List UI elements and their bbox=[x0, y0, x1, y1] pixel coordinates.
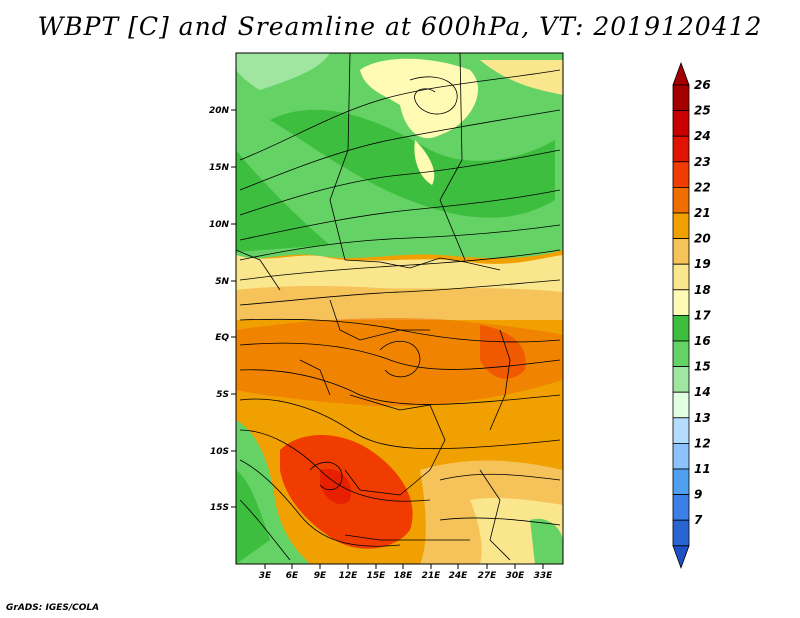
colorbar-label: 26 bbox=[694, 78, 711, 92]
lat-label: EQ bbox=[215, 333, 229, 343]
colorbar-label: 16 bbox=[694, 334, 711, 348]
wbpt-field bbox=[236, 53, 563, 564]
colorbar-label: 25 bbox=[694, 104, 711, 118]
colorbar-swatch bbox=[672, 289, 690, 316]
lon-label: 30E bbox=[506, 571, 526, 581]
colorbar: 26 25 24 23 22 21 20 19 18 17 16 15 14 13 12 11 9 7 bbox=[672, 61, 711, 569]
colorbar-swatch bbox=[672, 161, 690, 188]
lon-label: 12E bbox=[339, 571, 359, 581]
grads-credit: GrADS: IGES/COLA bbox=[6, 603, 100, 613]
lon-label: 24E bbox=[449, 571, 469, 581]
colorbar-swatch bbox=[672, 263, 690, 291]
lat-label: 5S bbox=[216, 390, 229, 400]
lat-label: 15N bbox=[209, 163, 230, 173]
colorbar-under-arrow bbox=[672, 545, 690, 569]
colorbar-label: 20 bbox=[694, 232, 711, 246]
lon-label: 27E bbox=[478, 571, 498, 581]
lon-label: 3E bbox=[259, 571, 272, 581]
colorbar-swatch bbox=[672, 110, 690, 137]
lon-label: 21E bbox=[422, 571, 442, 581]
colorbar-label: 14 bbox=[694, 385, 711, 399]
colorbar-label: 12 bbox=[694, 436, 711, 450]
colorbar-label: 21 bbox=[694, 206, 711, 220]
lat-label: 20N bbox=[209, 106, 230, 116]
colorbar-swatch bbox=[672, 212, 690, 240]
lat-label: 5N bbox=[215, 277, 229, 287]
colorbar-swatch bbox=[672, 468, 690, 496]
lon-label: 33E bbox=[534, 571, 554, 581]
colorbar-label: 17 bbox=[694, 308, 711, 322]
lon-label: 9E bbox=[314, 571, 327, 581]
colorbar-label: 24 bbox=[694, 129, 711, 143]
colorbar-swatch bbox=[672, 135, 690, 163]
colorbar-label: 7 bbox=[694, 513, 703, 527]
lon-label: 18E bbox=[394, 571, 414, 581]
colorbar-label: 23 bbox=[694, 155, 711, 169]
colorbar-swatch bbox=[672, 391, 690, 419]
colorbar-swatch bbox=[672, 417, 690, 444]
colorbar-swatch bbox=[672, 366, 690, 393]
colorbar-swatch bbox=[672, 442, 690, 470]
colorbar-swatch bbox=[672, 314, 690, 342]
colorbar-label: 15 bbox=[694, 360, 711, 374]
map-frame bbox=[235, 52, 564, 565]
colorbar-swatch bbox=[672, 494, 690, 521]
lon-label: 6E bbox=[286, 571, 299, 581]
colorbar-swatch bbox=[672, 238, 690, 265]
colorbar-swatch bbox=[672, 84, 690, 112]
colorbar-swatch bbox=[672, 340, 690, 368]
colorbar-label: 19 bbox=[694, 257, 711, 271]
colorbar-swatch bbox=[672, 519, 690, 547]
colorbar-label: 11 bbox=[694, 462, 711, 476]
colorbar-label: 9 bbox=[694, 488, 702, 502]
lat-label: 10S bbox=[210, 447, 229, 457]
colorbar-over-arrow bbox=[672, 61, 690, 86]
colorbar-swatch bbox=[672, 186, 690, 214]
colorbar-label: 18 bbox=[694, 283, 711, 297]
lat-labels: 20N 15N 10N 5N EQ 5S 10S 15S bbox=[209, 106, 230, 513]
lon-label: 15E bbox=[367, 571, 387, 581]
lon-ticks bbox=[264, 564, 544, 569]
lat-ticks bbox=[231, 109, 236, 508]
lon-labels: 3E 6E 9E 12E 15E 18E 21E 24E 27E 30E 33E bbox=[259, 571, 553, 581]
lat-label: 10N bbox=[209, 220, 230, 230]
lat-label: 15S bbox=[210, 503, 229, 513]
country-boundaries bbox=[236, 53, 511, 561]
colorbar-label: 22 bbox=[694, 180, 711, 194]
colorbar-label: 13 bbox=[694, 411, 711, 425]
map-title: WBPT [C] and Sreamline at 600hPa, VT: 20… bbox=[37, 12, 763, 41]
